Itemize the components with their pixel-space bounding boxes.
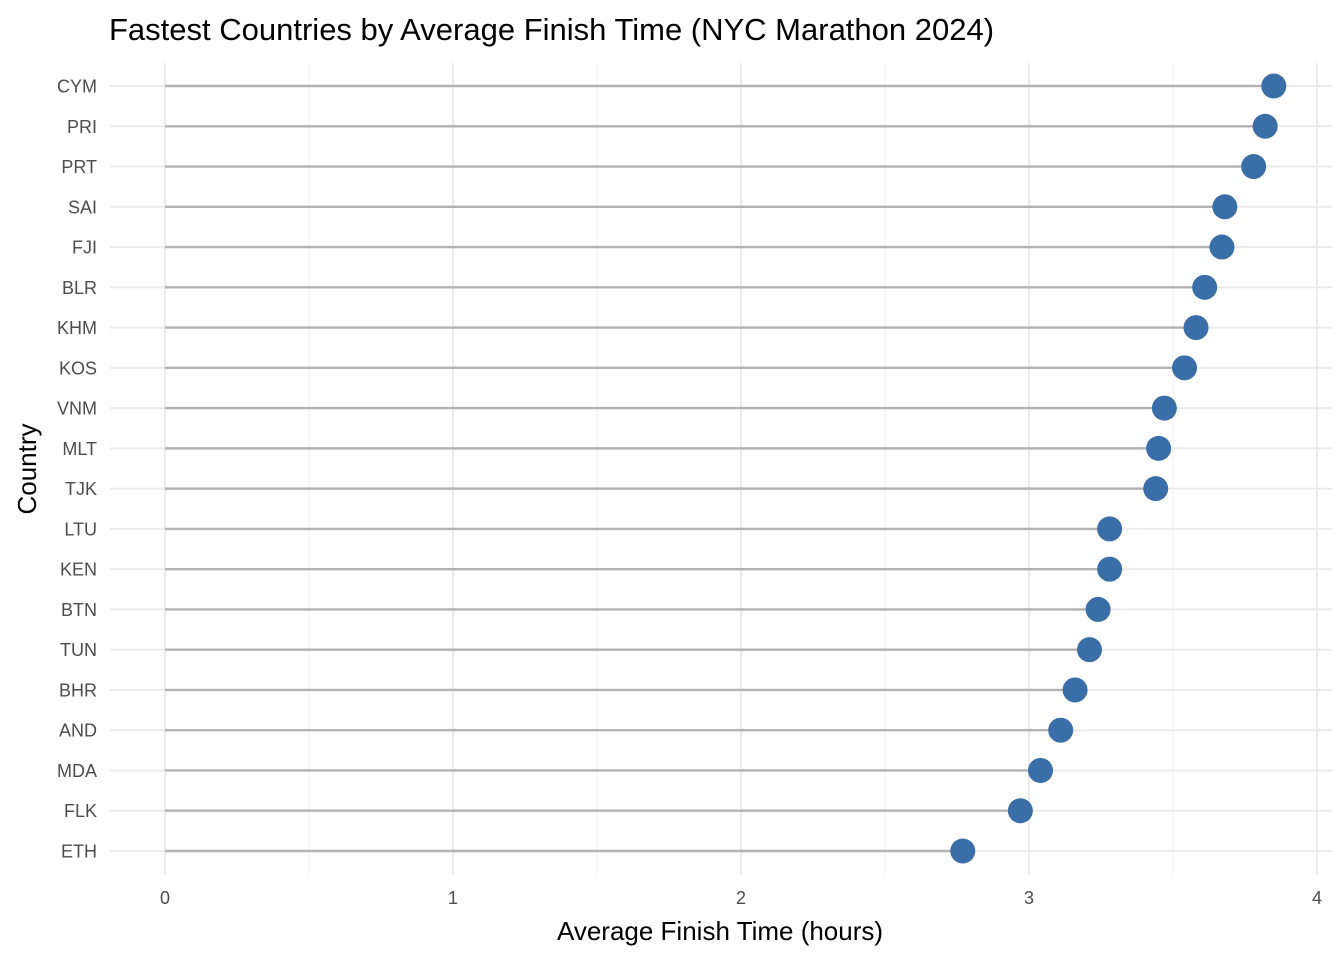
y-tick-label: PRT — [61, 157, 97, 177]
y-tick-label: FLK — [64, 801, 97, 821]
x-tick-label: 3 — [1024, 888, 1034, 908]
y-tick-label: CYM — [57, 77, 97, 97]
y-tick-label: SAI — [68, 197, 97, 217]
y-tick-label: TJK — [65, 479, 97, 499]
lollipop-points — [950, 73, 1287, 864]
y-tick-labels: CYM PRI PRT SAI FJI BLR KHM KOS VNM MLT TJK LTU KEN B… — [57, 77, 97, 862]
lollipop-stems — [165, 84, 1266, 853]
lollipop-point — [950, 838, 976, 864]
y-tick-label: PRI — [67, 117, 97, 137]
y-tick-label: BTN — [61, 600, 97, 620]
minor-gridlines — [308, 63, 1174, 875]
lollipop-point — [1143, 476, 1169, 502]
x-tick-label: 2 — [736, 888, 746, 908]
x-tick-label: 4 — [1312, 888, 1322, 908]
lollipop-point — [1261, 73, 1287, 99]
major-gridlines — [110, 63, 1332, 875]
lollipop-point — [1097, 516, 1123, 542]
lollipop-point — [1028, 757, 1054, 783]
y-tick-label: BLR — [62, 278, 97, 298]
x-tick-label: 0 — [160, 888, 170, 908]
lollipop-point — [1241, 154, 1267, 180]
lollipop-point — [1146, 435, 1172, 461]
chart-title: Fastest Countries by Average Finish Time… — [109, 12, 994, 47]
y-tick-label: MDA — [57, 761, 97, 781]
lollipop-point — [1076, 637, 1102, 663]
lollipop-point — [1151, 395, 1177, 421]
y-tick-label: TUN — [60, 640, 97, 660]
y-tick-label: ETH — [61, 842, 97, 862]
y-tick-label: FJI — [72, 238, 97, 258]
lollipop-point — [1097, 556, 1123, 582]
y-tick-label: VNM — [57, 399, 97, 419]
x-tick-labels: 0 1 2 3 4 — [160, 888, 1322, 908]
lollipop-point — [1252, 113, 1278, 139]
lollipop-point — [1007, 798, 1033, 824]
lollipop-point — [1192, 274, 1218, 300]
lollipop-point — [1183, 315, 1209, 341]
y-tick-label: MLT — [62, 439, 97, 459]
y-tick-label: AND — [59, 721, 97, 741]
x-tick-label: 1 — [448, 888, 458, 908]
lollipop-point — [1048, 717, 1074, 743]
lollipop-point — [1062, 677, 1088, 703]
y-tick-label: LTU — [64, 519, 97, 539]
y-tick-label: KOS — [59, 358, 97, 378]
y-tick-label: KEN — [60, 560, 97, 580]
y-axis-title: Country — [12, 423, 42, 514]
lollipop-point — [1212, 194, 1238, 220]
y-tick-label: KHM — [57, 318, 97, 338]
lollipop-point — [1209, 234, 1235, 260]
lollipop-point — [1085, 596, 1111, 622]
y-tick-label: BHR — [59, 680, 97, 700]
x-axis-title: Average Finish Time (hours) — [557, 916, 883, 946]
lollipop-point — [1172, 355, 1198, 381]
